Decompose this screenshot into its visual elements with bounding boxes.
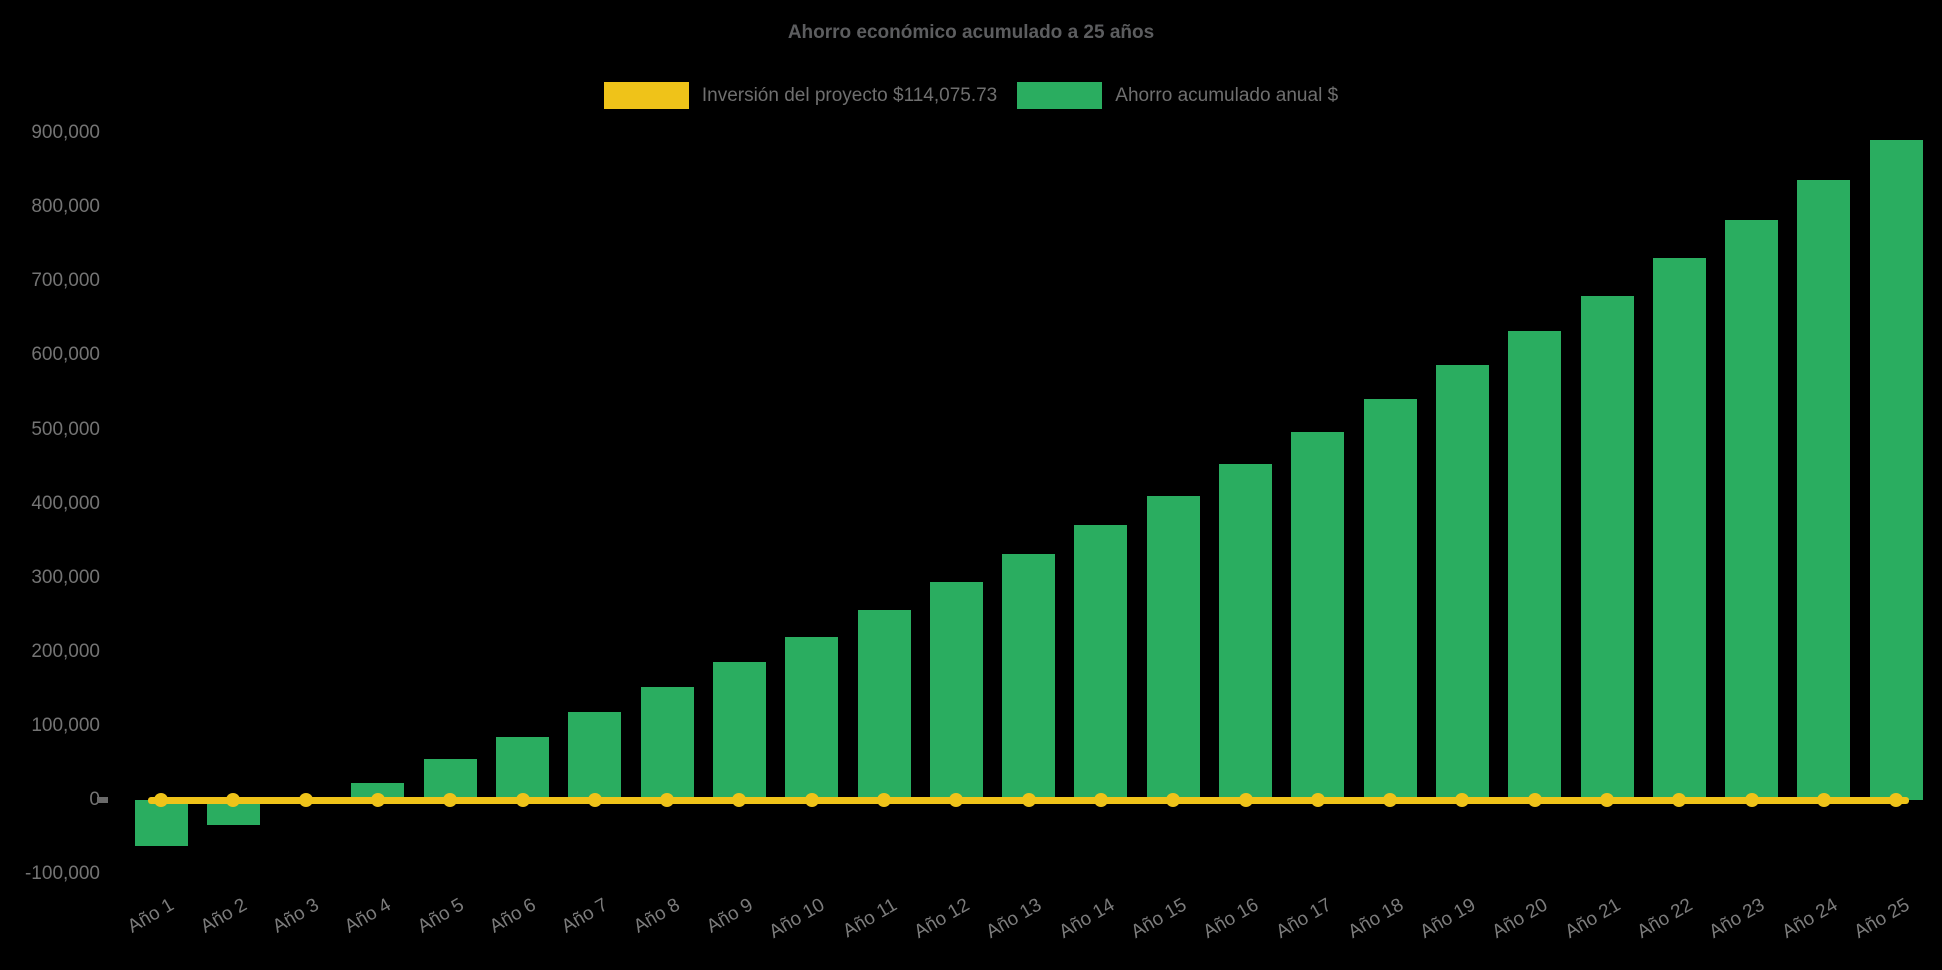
investment-line-marker bbox=[1166, 793, 1181, 807]
bar-año-17 bbox=[1291, 432, 1345, 800]
bar-año-23 bbox=[1725, 219, 1779, 800]
bar-año-14 bbox=[1074, 525, 1128, 800]
investment-line-marker bbox=[1238, 793, 1253, 807]
y-axis-label: 700,000 bbox=[31, 270, 100, 292]
y-axis-label: 800,000 bbox=[31, 196, 100, 218]
y-axis-label: 500,000 bbox=[31, 418, 100, 440]
investment-line-marker bbox=[1093, 793, 1108, 807]
bar-año-13 bbox=[1002, 553, 1056, 800]
y-axis-label: 0 bbox=[89, 789, 100, 810]
legend-swatch-investment bbox=[603, 82, 689, 109]
chart-title: Ahorro económico acumulado a 25 años bbox=[787, 22, 1155, 43]
bar-año-21 bbox=[1580, 296, 1634, 800]
bar-año-9 bbox=[712, 662, 766, 800]
y-axis-label: 300,000 bbox=[31, 566, 100, 588]
y-axis-label: 100,000 bbox=[31, 714, 100, 736]
legend-label-savings: Ahorro acumulado anual $ bbox=[1115, 84, 1339, 106]
investment-line-marker bbox=[443, 793, 458, 807]
bar-año-22 bbox=[1652, 257, 1706, 800]
bar-año-18 bbox=[1363, 399, 1417, 800]
bar-año-19 bbox=[1435, 365, 1489, 800]
investment-line-marker bbox=[732, 793, 747, 807]
bar-año-1 bbox=[134, 800, 188, 846]
investment-line-marker bbox=[1527, 793, 1542, 807]
investment-line-marker bbox=[1744, 793, 1759, 807]
investment-line-marker bbox=[370, 793, 385, 807]
investment-line-marker bbox=[587, 793, 602, 807]
bar-año-24 bbox=[1797, 180, 1851, 800]
y-axis-label: -100,000 bbox=[24, 863, 100, 885]
investment-line-marker bbox=[1021, 793, 1036, 807]
investment-line-marker bbox=[154, 793, 168, 807]
legend-swatch-savings bbox=[1017, 82, 1103, 109]
bar-año-10 bbox=[785, 636, 839, 800]
investment-line-marker bbox=[1310, 793, 1325, 807]
bar-año-7 bbox=[568, 712, 622, 800]
bar-año-16 bbox=[1219, 463, 1272, 800]
investment-line-marker bbox=[298, 793, 313, 807]
investment-line-marker bbox=[1816, 793, 1831, 807]
bar-año-20 bbox=[1508, 330, 1562, 800]
y-axis-label: 900,000 bbox=[31, 122, 100, 144]
investment-line-marker bbox=[226, 793, 241, 807]
investment-line-marker bbox=[804, 793, 819, 807]
investment-line-marker bbox=[949, 793, 964, 807]
bar-año-11 bbox=[857, 609, 911, 800]
legend-item-investment[interactable]: Inversión del proyecto $114,075.73 bbox=[603, 82, 998, 109]
bar-año-25 bbox=[1869, 139, 1923, 800]
y-axis-label: 200,000 bbox=[31, 640, 100, 662]
investment-line-marker bbox=[1600, 793, 1614, 807]
legend-label-investment: Inversión del proyecto $114,075.73 bbox=[701, 84, 998, 106]
investment-line-marker bbox=[1672, 793, 1687, 807]
investment-line-marker bbox=[1455, 793, 1470, 807]
bar-año-12 bbox=[929, 582, 983, 800]
bar-año-15 bbox=[1146, 496, 1200, 800]
y-axis-label: 600,000 bbox=[31, 344, 100, 366]
investment-line-marker bbox=[660, 793, 675, 807]
investment-line-marker bbox=[1889, 793, 1904, 807]
bar-año-4 bbox=[351, 782, 405, 800]
legend: Inversión del proyecto $114,075.73 Ahorr… bbox=[0, 82, 1942, 109]
y-axis-zero-tick bbox=[97, 797, 108, 803]
bar-año-6 bbox=[496, 736, 549, 800]
investment-line-marker bbox=[515, 793, 530, 807]
bar-año-8 bbox=[640, 686, 694, 800]
y-axis-label: 400,000 bbox=[31, 492, 100, 514]
legend-item-savings[interactable]: Ahorro acumulado anual $ bbox=[1017, 82, 1338, 109]
investment-line-marker bbox=[1383, 793, 1398, 807]
investment-line-marker bbox=[877, 793, 891, 807]
